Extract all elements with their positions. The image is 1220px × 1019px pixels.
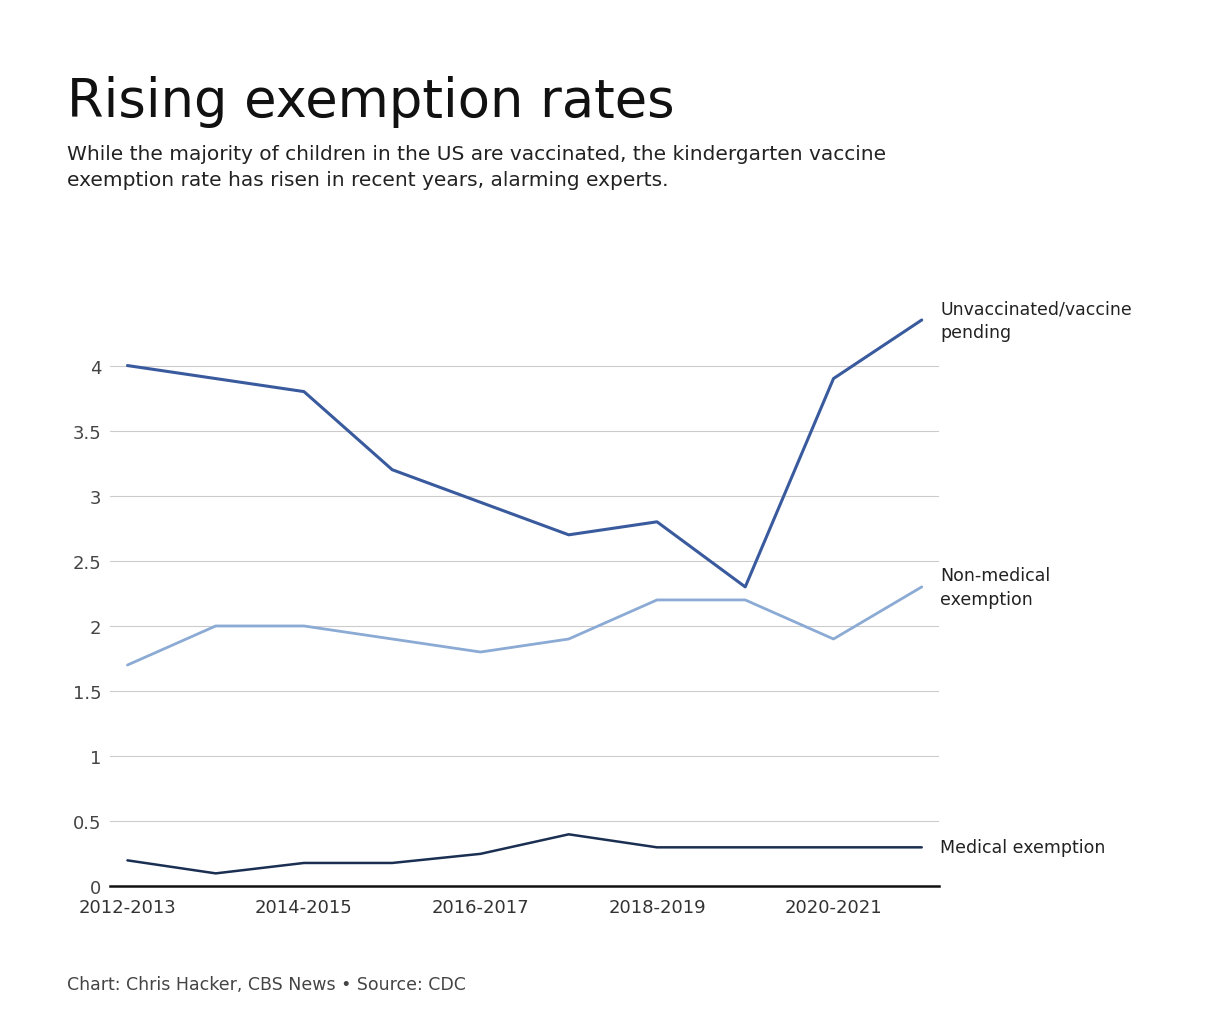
Text: Medical exemption: Medical exemption [941, 839, 1105, 857]
Text: Unvaccinated/vaccine
pending: Unvaccinated/vaccine pending [941, 300, 1132, 341]
Text: Non-medical
exemption: Non-medical exemption [941, 567, 1050, 608]
Text: While the majority of children in the US are vaccinated, the kindergarten vaccin: While the majority of children in the US… [67, 145, 886, 191]
Text: Chart: Chris Hacker, CBS News • Source: CDC: Chart: Chris Hacker, CBS News • Source: … [67, 975, 466, 994]
Text: Rising exemption rates: Rising exemption rates [67, 76, 675, 128]
